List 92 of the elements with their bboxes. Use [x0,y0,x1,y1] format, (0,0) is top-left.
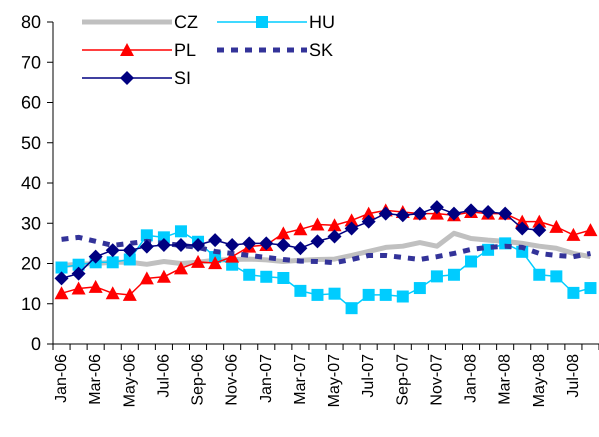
point [88,280,103,293]
point [54,271,69,286]
point [260,270,272,283]
point [396,290,409,303]
point [311,288,324,301]
y-tick-label: 30 [20,213,41,234]
point [191,238,206,252]
point [310,234,324,248]
point [430,200,444,214]
point [156,270,171,283]
x-tick-label: May-08 [530,354,548,408]
point [276,238,290,252]
y-tick-label: 60 [20,92,41,112]
point [208,233,222,248]
point [242,236,256,250]
point [122,288,137,301]
x-tick-label: Jan-06 [53,354,70,403]
point [54,286,69,300]
point [567,286,580,299]
point [328,288,341,300]
legend-label: SK [309,40,334,60]
x-tick-label: Sep-07 [394,354,412,406]
point [362,288,375,301]
point [465,255,478,268]
x-tick-label: Jul-07 [360,354,378,398]
point [124,253,136,266]
x-tick-label: Jul-08 [564,354,582,398]
point [208,256,222,270]
point [106,256,119,268]
point [378,206,393,221]
y-tick-label: 70 [20,52,41,72]
point [174,261,188,274]
point [243,268,256,281]
point [140,271,154,284]
point [156,238,171,252]
legend-label: CZ [174,12,198,32]
point [414,282,426,294]
y-tick-label: 0 [30,334,41,354]
x-tick-label: May-07 [326,354,344,408]
point [294,284,306,297]
point [328,218,342,232]
x-tick-label: Jul-06 [155,354,172,398]
x-tick-label: Mar-06 [87,354,104,405]
y-tick-label: 80 [20,12,41,32]
x-tick-label: Mar-08 [496,354,514,405]
point [566,228,580,241]
point [584,282,596,294]
point [380,288,392,301]
point [140,240,154,254]
point [583,223,598,236]
x-tick-label: Mar-07 [292,354,309,405]
point [533,268,546,281]
point [550,270,562,282]
point [310,217,324,230]
point [346,302,358,314]
point [225,238,240,252]
legend-label: SI [174,68,192,88]
point [88,250,103,264]
point [277,272,290,284]
point [328,230,342,244]
x-tick-label: Jan-07 [258,354,275,403]
point [56,262,68,274]
point [293,241,308,256]
y-tick-label: 50 [20,132,41,153]
point [122,243,137,258]
point [191,254,206,268]
point [532,223,546,238]
x-tick-label: May-06 [121,354,138,408]
point [72,266,86,281]
point [106,286,120,300]
y-tick-label: 20 [20,254,41,274]
x-tick-label: Nov-07 [428,354,446,406]
point [72,281,86,294]
point [174,238,188,252]
legend-label: HU [309,12,335,32]
y-tick-label: 40 [20,173,41,193]
point [362,214,376,229]
point [276,226,290,240]
point [448,268,460,281]
x-tick-label: Sep-06 [190,354,207,406]
point [106,243,120,258]
point [430,270,443,282]
point [174,225,187,238]
point [549,220,564,233]
point [344,221,359,236]
legend-label: PL [174,40,196,60]
point [515,221,530,236]
x-tick-label: Nov-06 [224,354,241,406]
y-tick-label: 10 [20,294,41,314]
point [293,222,308,236]
point [396,208,410,222]
x-tick-label: Jan-08 [462,354,480,403]
